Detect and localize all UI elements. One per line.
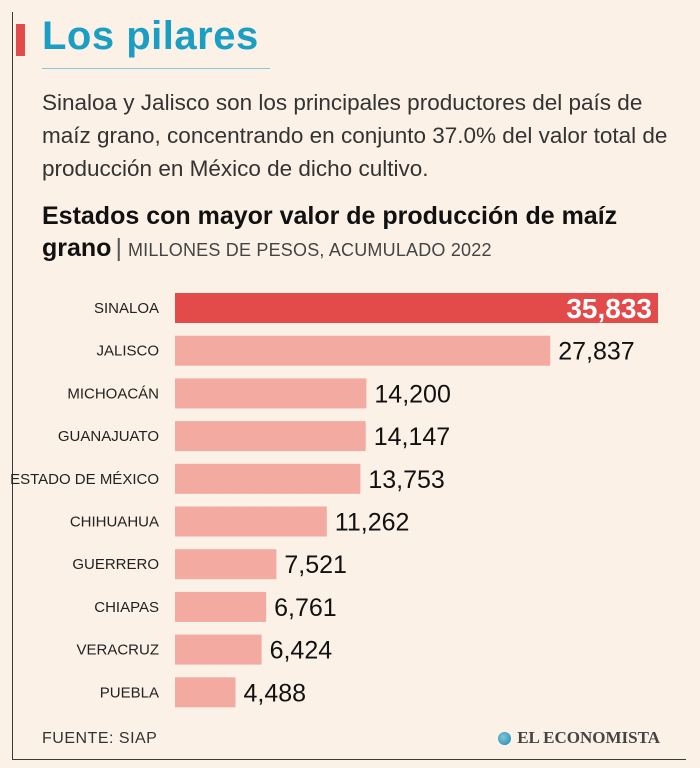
bar-veracruz <box>175 634 262 665</box>
page-title: Los pilares <box>42 14 259 58</box>
value-label: 14,200 <box>374 380 450 408</box>
bar-estado-de-méxico <box>175 463 361 494</box>
intro-text: Sinaloa y Jalisco son los principales pr… <box>42 90 668 181</box>
bar-michoacán <box>175 378 367 409</box>
category-label: PUEBLA <box>100 684 159 701</box>
category-label: CHIAPAS <box>94 599 159 616</box>
category-label: SINALOA <box>94 300 159 317</box>
value-label: 13,753 <box>368 466 444 494</box>
source-note: FUENTE: SIAP <box>42 730 158 747</box>
category-label: ESTADO DE MÉXICO <box>10 471 159 488</box>
category-label: CHIHUAHUA <box>70 514 159 531</box>
category-label: VERACRUZ <box>76 642 159 659</box>
bar-jalisco <box>175 335 551 366</box>
value-label: 14,147 <box>374 423 450 451</box>
bar-chiapas <box>175 591 267 622</box>
chart-title: Estados con mayor valor de producción de… <box>42 202 618 262</box>
bar-guerrero <box>175 549 277 580</box>
value-label: 35,833 <box>566 293 652 324</box>
value-label: 27,837 <box>558 338 634 366</box>
value-label: 6,424 <box>270 637 333 665</box>
bar-chart: SINALOA 35,833 JALISCO 27,837 MICHOACÁN 14,20… <box>10 293 658 708</box>
chart-subtitle: MILLONES DE PESOS, ACUMULADO 2022 <box>127 240 492 260</box>
category-label: JALISCO <box>96 343 159 360</box>
chart-title-block: Estados con mayor valor de producción de… <box>42 200 682 266</box>
title-underline <box>42 68 270 69</box>
title-accent-bar <box>16 24 25 56</box>
brand-name: EL ECONOMISTA <box>517 728 660 747</box>
value-label: 11,262 <box>335 509 410 537</box>
category-label: MICHOACÁN <box>67 385 159 402</box>
brand-logo-icon <box>498 731 512 745</box>
title-separator: | <box>115 234 122 262</box>
bar-sinaloa <box>175 293 658 323</box>
chart-frame <box>12 12 686 760</box>
value-label: 4,488 <box>243 679 306 707</box>
value-label: 7,521 <box>284 551 347 579</box>
value-label: 6,761 <box>274 594 337 622</box>
bar-guanajuato <box>175 421 366 452</box>
category-label: GUANAJUATO <box>58 428 159 445</box>
category-label: GUERRERO <box>72 556 159 573</box>
bar-puebla <box>175 677 236 708</box>
bar-chihuahua <box>175 506 327 537</box>
brand: EL ECONOMISTA <box>498 728 660 748</box>
